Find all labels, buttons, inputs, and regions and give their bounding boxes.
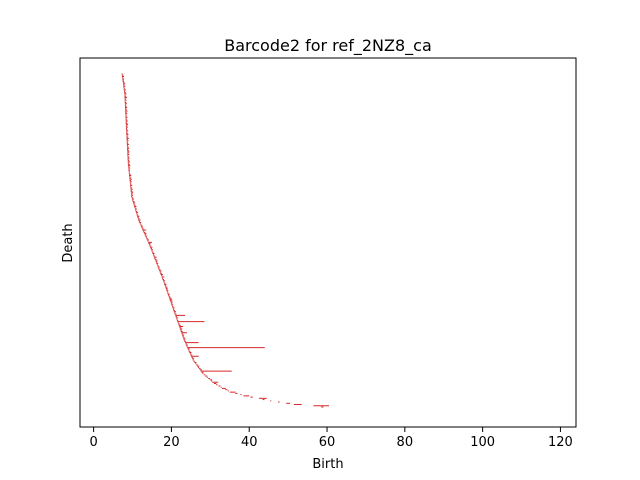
x-tick-label: 80 <box>397 435 414 450</box>
chart-title: Barcode2 for ref_2NZ8_ca <box>224 36 432 56</box>
x-tick-label: 0 <box>89 435 97 450</box>
plot-frame <box>79 57 577 428</box>
x-tick-label: 60 <box>319 435 336 450</box>
x-axis: 0 20 40 60 80 100 120 <box>89 427 573 450</box>
x-tick-label: 20 <box>163 435 180 450</box>
y-axis-title: Death <box>61 223 76 262</box>
x-tick-label: 40 <box>241 435 258 450</box>
x-axis-title: Birth <box>312 457 343 472</box>
x-tick-label: 120 <box>548 435 573 450</box>
bars-layer <box>121 73 329 408</box>
x-tick-label: 100 <box>470 435 495 450</box>
